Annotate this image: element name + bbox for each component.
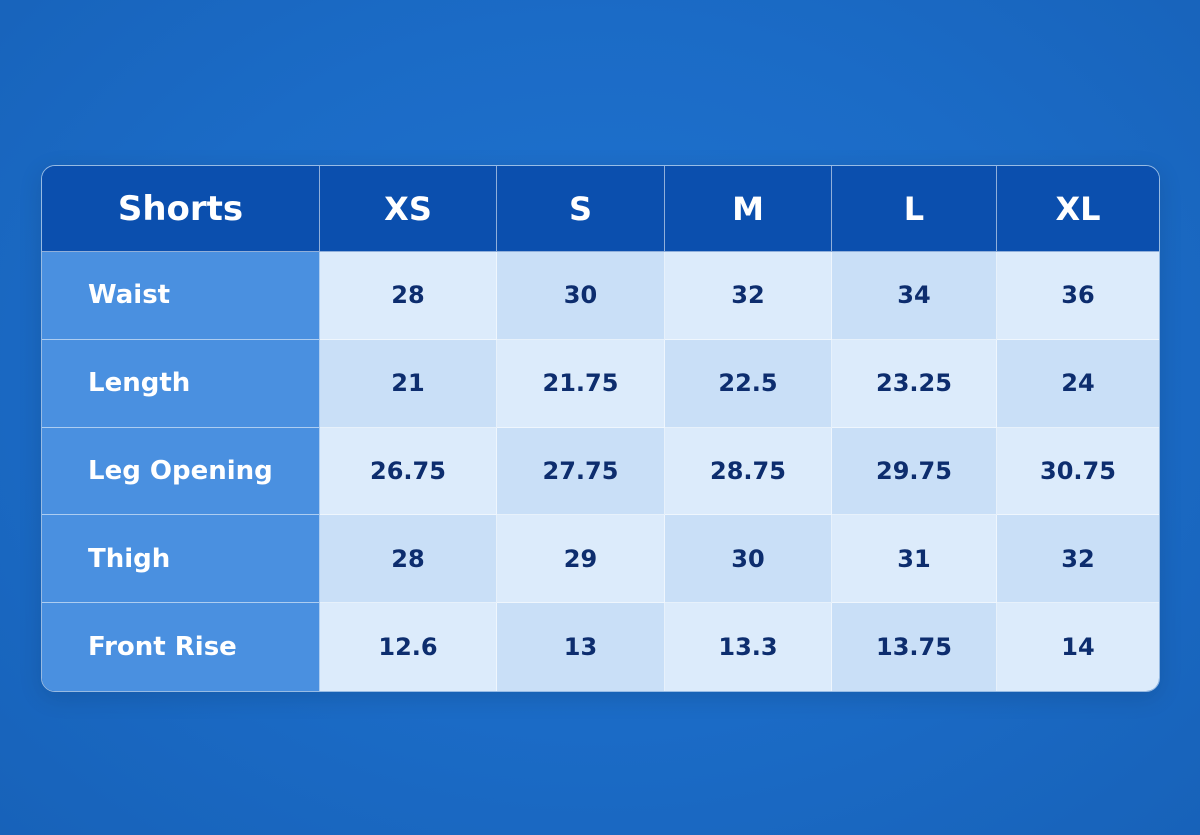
- column-header-xl: XL: [997, 166, 1159, 252]
- table-cell: 32: [997, 515, 1159, 604]
- table-cell: 30.75: [997, 427, 1159, 516]
- table-cell: 13: [497, 603, 665, 691]
- table-cell: 32: [665, 252, 832, 340]
- row-label-front-rise: Front Rise: [42, 603, 320, 691]
- table-cell: 28: [320, 515, 497, 604]
- column-header-s: S: [497, 166, 665, 252]
- table-cell: 27.75: [497, 427, 665, 516]
- table-cell: 13.3: [665, 603, 832, 691]
- table-cell: 31: [832, 515, 997, 604]
- table-cell: 21: [320, 339, 497, 428]
- table-cell: 28.75: [665, 427, 832, 516]
- row-label-thigh: Thigh: [42, 515, 320, 604]
- table-cell: 34: [832, 252, 997, 340]
- table-cell: 23.25: [832, 339, 997, 428]
- column-header-m: M: [665, 166, 832, 252]
- table-cell: 13.75: [832, 603, 997, 691]
- table-cell: 21.75: [497, 339, 665, 428]
- table-cell: 29: [497, 515, 665, 604]
- row-label-waist: Waist: [42, 252, 320, 340]
- row-label-length: Length: [42, 339, 320, 428]
- table-cell: 28: [320, 252, 497, 340]
- size-chart-table: Shorts XS S M L XL Waist 28 30 32 34 36 Length 21 21.7…: [41, 165, 1160, 692]
- row-label-leg-opening: Leg Opening: [42, 427, 320, 516]
- table-cell: 26.75: [320, 427, 497, 516]
- column-header-xs: XS: [320, 166, 497, 252]
- table-cell: 22.5: [665, 339, 832, 428]
- column-header-l: L: [832, 166, 997, 252]
- table-cell: 14: [997, 603, 1159, 691]
- table-cell: 30: [665, 515, 832, 604]
- table-cell: 36: [997, 252, 1159, 340]
- table-cell: 24: [997, 339, 1159, 428]
- table-cell: 30: [497, 252, 665, 340]
- table-cell: 29.75: [832, 427, 997, 516]
- table-title: Shorts: [42, 166, 320, 252]
- table-cell: 12.6: [320, 603, 497, 691]
